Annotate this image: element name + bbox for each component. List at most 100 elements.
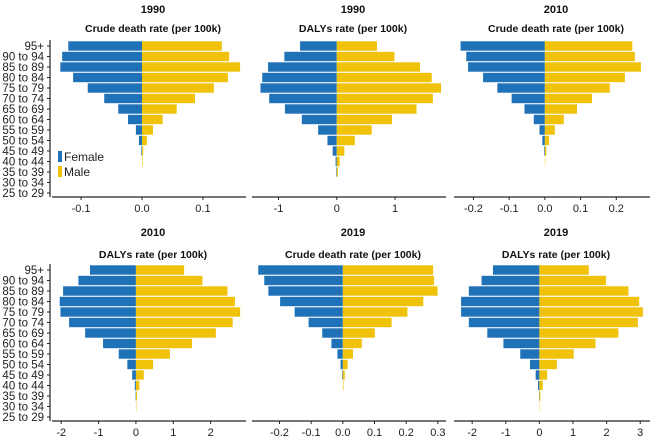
bar-female [268, 286, 343, 296]
bar-male [135, 307, 241, 317]
bar-female [103, 338, 136, 349]
age-label: 70 to 74 [2, 94, 44, 106]
bar-male [342, 349, 353, 359]
x-tick-label: -0.2 [270, 427, 289, 438]
bar-male [342, 338, 362, 349]
age-label: 75 to 79 [2, 83, 44, 95]
bar-female [87, 83, 142, 93]
bar-female [62, 51, 142, 62]
bar-female [89, 265, 136, 275]
bar-male [544, 72, 625, 83]
age-label: 65 to 69 [2, 328, 44, 340]
legend-swatch-female [58, 151, 62, 162]
age-label: 45 to 49 [2, 146, 44, 158]
bar-male [539, 275, 606, 286]
bar-male [544, 104, 577, 114]
bar-male [539, 338, 596, 349]
x-tick-label: 0.2 [399, 427, 414, 438]
bar-female [141, 146, 142, 156]
bar-male [135, 275, 203, 286]
x-tick-label: 0.0 [134, 203, 149, 215]
bar-male [539, 307, 643, 317]
bar-male [544, 135, 550, 146]
bar-male [141, 62, 241, 72]
age-label: 65 to 69 [2, 104, 44, 116]
panel-year: 1990 [341, 4, 365, 16]
age-label: 85 to 89 [2, 62, 44, 74]
bar-female [59, 296, 136, 307]
x-tick-label: 0.1 [367, 427, 382, 438]
bar-male [539, 328, 619, 338]
x-tick-label: 0 [536, 427, 542, 438]
x-tick-label: -1 [274, 203, 284, 215]
bar-male [135, 391, 138, 401]
age-label: 90 to 94 [2, 52, 44, 64]
bar-male [141, 104, 177, 114]
bar-male [539, 265, 589, 275]
age-label: 40 to 44 [2, 157, 44, 169]
bar-female [542, 135, 545, 146]
bar-female [294, 307, 343, 317]
x-tick-label: 0.1 [573, 203, 588, 215]
bar-male [141, 114, 163, 125]
x-tick-label: 2 [604, 427, 610, 438]
age-label: 40 to 44 [2, 381, 44, 393]
bar-female [337, 349, 343, 359]
age-label: 55 to 59 [2, 125, 44, 137]
bar-male [342, 359, 348, 370]
bar-male [336, 93, 433, 104]
age-label: 80 to 84 [2, 73, 44, 85]
bar-male [544, 114, 564, 125]
x-tick-label: 0.1 [195, 203, 210, 215]
bar-male [135, 370, 144, 380]
x-tick-label: 1 [392, 203, 398, 215]
age-label: 95+ [24, 265, 44, 277]
bar-female [524, 104, 545, 114]
age-label: 35 to 39 [2, 167, 44, 179]
age-label: 35 to 39 [2, 391, 44, 403]
bar-male [342, 307, 408, 317]
bar-male [342, 328, 375, 338]
bar-female [60, 307, 136, 317]
age-label: 80 to 84 [2, 297, 44, 309]
bar-female [468, 317, 540, 328]
bar-male [141, 135, 147, 146]
bar-female [269, 93, 337, 104]
age-label: 30 to 34 [2, 402, 44, 414]
bar-male [539, 380, 543, 391]
bar-male [336, 125, 372, 135]
bar-male [336, 72, 432, 83]
bar-male [141, 156, 143, 167]
bar-male [342, 286, 438, 296]
bar-male [336, 83, 442, 93]
bar-female [73, 72, 142, 83]
bar-female [138, 135, 142, 146]
bar-female [308, 317, 343, 328]
panel-year: 2019 [341, 227, 365, 239]
bar-female [68, 41, 142, 51]
age-label: 70 to 74 [2, 318, 44, 330]
bar-female [284, 51, 337, 62]
bar-female [483, 72, 545, 83]
bar-female [104, 93, 142, 104]
bar-male [336, 135, 355, 146]
age-label: 85 to 89 [2, 286, 44, 298]
age-label: 90 to 94 [2, 276, 44, 288]
bar-female [78, 275, 136, 286]
bar-male [544, 125, 555, 135]
legend-swatch-male [58, 166, 62, 177]
x-tick-label: 3 [637, 427, 643, 438]
bar-female [535, 370, 540, 380]
bar-male [342, 265, 434, 275]
bar-female [280, 296, 343, 307]
bar-male [544, 146, 547, 156]
bar-male [135, 286, 228, 296]
bar-female [533, 114, 545, 125]
bar-male [544, 62, 641, 72]
age-label: 50 to 54 [2, 360, 44, 372]
bar-male [336, 156, 340, 167]
bar-female [63, 286, 136, 296]
bar-male [135, 349, 170, 359]
bar-male [342, 296, 424, 307]
bar-female [264, 275, 343, 286]
